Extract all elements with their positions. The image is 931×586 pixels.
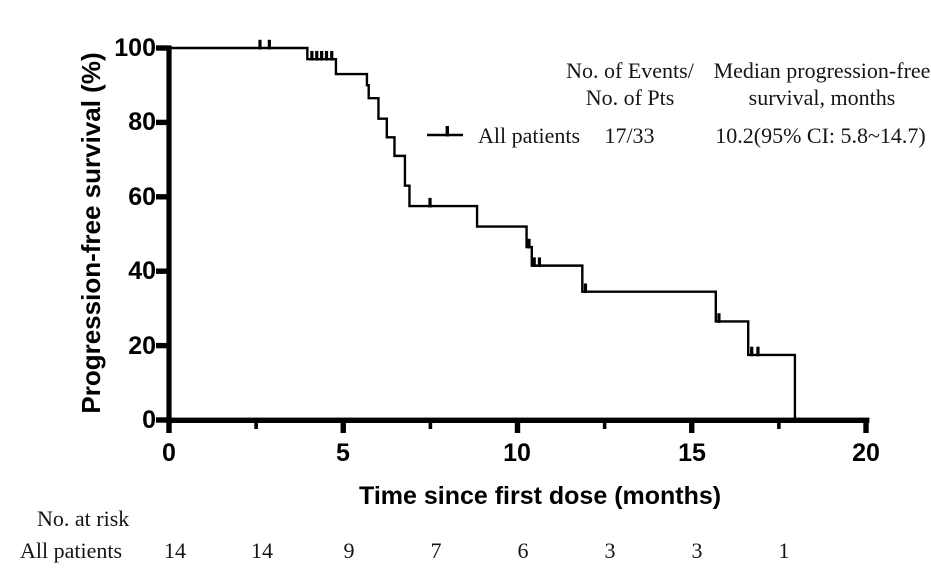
x-tick-label-10: 10 — [503, 439, 531, 467]
y-axis-tick — [156, 417, 167, 423]
x-axis-minor-tick — [602, 421, 607, 429]
survival-curve — [169, 46, 797, 420]
events-column-header: No. of Events/ No. of Pts — [520, 57, 740, 111]
censor-mark — [537, 257, 542, 268]
x-axis-minor-tick — [428, 421, 433, 429]
x-axis-tick — [689, 421, 695, 433]
y-axis-tick — [156, 119, 167, 126]
risk-value-m7-5: 7 — [430, 538, 442, 563]
legend-series-label: All patients — [478, 123, 581, 148]
risk-value-m17-5: 1 — [778, 538, 790, 563]
censor-mark — [315, 50, 319, 61]
median-column-header: Median progression-free survival, months — [692, 57, 931, 111]
x-axis-title: Time since first dose (months) — [359, 482, 722, 510]
y-tick-label-60: 60 — [128, 183, 156, 211]
censor-mark — [258, 39, 262, 50]
risk-value-m0: 14 — [164, 538, 186, 563]
risk-table-title: No. at risk — [37, 506, 130, 531]
censor-mark — [428, 197, 432, 208]
y-axis-tick — [156, 342, 167, 349]
risk-row-label: All patients — [20, 538, 123, 563]
risk-value-m15: 3 — [691, 538, 703, 563]
x-tick-label-20: 20 — [852, 439, 880, 467]
censor-mark — [324, 50, 329, 61]
censor-mark — [267, 39, 271, 50]
x-tick-label-5: 5 — [336, 439, 350, 467]
events-header-line1: No. of Events/ — [566, 58, 694, 83]
x-axis-minor-tick — [777, 421, 781, 429]
censor-mark — [756, 346, 760, 357]
y-tick-label-40: 40 — [128, 257, 156, 285]
censor-mark — [310, 50, 314, 61]
censor-mark — [320, 50, 324, 61]
y-tick-label-20: 20 — [128, 332, 156, 360]
x-axis-tick — [514, 421, 521, 433]
x-axis-minor-tick — [254, 421, 258, 429]
censor-mark — [583, 283, 588, 294]
risk-value-m5: 9 — [343, 538, 355, 563]
y-tick-label-100: 100 — [114, 34, 156, 62]
y-axis-tick — [156, 194, 167, 200]
events-header-line2: No. of Pts — [585, 85, 675, 110]
y-axis-tick — [156, 268, 167, 274]
x-axis-line — [166, 417, 870, 423]
x-axis-tick — [340, 421, 346, 433]
x-tick-label-15: 15 — [678, 439, 706, 467]
censor-mark — [750, 346, 754, 357]
risk-value-m2-5: 14 — [251, 538, 273, 563]
events-value: 17/33 — [604, 123, 655, 148]
y-tick-label-80: 80 — [128, 108, 156, 136]
censor-mark — [527, 238, 531, 249]
y-axis-title: Progression-free survival (%) — [76, 52, 106, 414]
y-axis-line — [166, 45, 172, 426]
y-tick-label-0: 0 — [142, 406, 156, 434]
x-tick-label-0: 0 — [162, 439, 176, 467]
censor-mark — [717, 313, 721, 323]
censor-mark — [330, 50, 334, 61]
median-header-line1: Median progression-free — [713, 58, 931, 83]
risk-value-m12-5: 3 — [604, 538, 616, 563]
median-header-line2: survival, months — [748, 85, 896, 110]
x-axis-tick — [166, 421, 172, 433]
x-axis-tick — [863, 421, 869, 433]
legend-censor-symbol — [445, 126, 449, 137]
risk-value-m10: 6 — [517, 538, 529, 563]
median-value: 10.2(95% CI: 5.8~14.7) — [715, 123, 926, 148]
y-axis-tick — [156, 45, 167, 51]
censor-mark — [532, 257, 536, 268]
